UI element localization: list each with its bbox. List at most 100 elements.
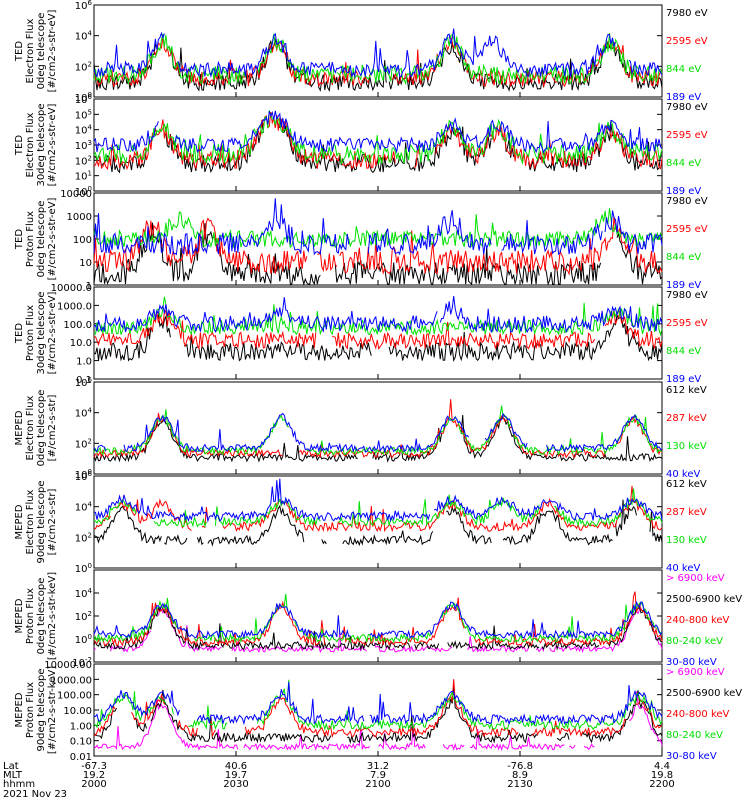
legend-entry: 7980 eV	[666, 8, 708, 19]
legend-entry: 2595 eV	[666, 318, 708, 329]
series-red-trace	[93, 679, 663, 739]
x-tick-label-mlt: 19.8	[651, 770, 673, 781]
legend-entry: 2500-6900 keV	[666, 594, 742, 605]
y-axis-label: MEPEDElectron Flux0deg telescope[#/cm2-s…	[14, 390, 58, 467]
series-black-trace	[93, 499, 663, 547]
y-tick-label: 104	[75, 30, 93, 43]
y-tick-label: 102	[75, 531, 92, 544]
y-tick-label: 1000.0	[57, 301, 92, 312]
x-tick-label-mlt: 19.2	[83, 770, 105, 781]
panel-frame	[93, 569, 663, 663]
x-tick-label-hhmm: 2000	[81, 779, 106, 790]
legend-entry: 844 eV	[666, 252, 701, 263]
y-tick-label: 100	[75, 562, 92, 575]
legend-entry: 30-80 keV	[666, 751, 717, 762]
x-tick-label-mlt: 8.9	[512, 770, 528, 781]
y-tick-label: 10000	[60, 189, 92, 200]
y-axis-label: MEPEDProton Flux90deg telescope[#/cm2-s-…	[14, 666, 58, 754]
y-tick-label: 106	[75, 0, 93, 12]
series-black-trace	[93, 684, 663, 745]
legend-entry: 80-240 keV	[666, 730, 723, 741]
y-tick-label: 1.00	[70, 721, 92, 732]
y-tick-label: 0.1	[76, 375, 92, 386]
y-tick-label: 0.01	[70, 752, 92, 763]
legend-entry: 40 keV	[666, 563, 700, 574]
series-green-trace	[93, 208, 663, 249]
legend-entry: 612 keV	[666, 385, 707, 396]
y-tick-label: 100	[73, 235, 92, 246]
series-red-trace	[93, 309, 663, 351]
legend-entry: 2595 eV	[666, 130, 708, 141]
legend-entry: 189 eV	[666, 92, 701, 103]
series-green-trace	[93, 32, 663, 86]
series-blue-trace	[93, 478, 663, 523]
panel-8: 0.01 0.10 1.00 10.00 100.00 1000.00 10000.00ME…	[14, 660, 742, 763]
y-tick-label: 103	[75, 139, 92, 152]
series-green-trace	[93, 679, 663, 731]
series-blue-trace	[93, 110, 663, 154]
y-axis-label: MEPEDProton Flux0deg telescope[#/cm2-s-s…	[14, 572, 58, 660]
legend-entry: 30-80 keV	[666, 657, 717, 668]
legend-entry: 130 keV	[666, 441, 707, 452]
x-row-label-lat: Lat	[3, 761, 19, 772]
series-black-trace	[93, 313, 663, 363]
panel-frame	[93, 381, 663, 475]
y-tick-label: 104	[75, 501, 93, 514]
y-tick-label: 0.10	[70, 737, 92, 748]
y-tick-label: 106	[75, 93, 93, 106]
y-tick-label: 102	[75, 154, 92, 167]
series-blue-trace	[93, 296, 663, 334]
y-tick-label: 100.00	[57, 691, 92, 702]
series-black-trace	[93, 414, 663, 463]
legend-entry: 612 keV	[666, 479, 707, 490]
x-tick-label-hhmm: 2130	[507, 779, 532, 790]
y-tick-label: 102	[75, 60, 92, 73]
legend-entry: 240-800 keV	[666, 709, 730, 720]
y-axis-label: MEPEDElectron Flux90deg telescope[#/cm2-…	[14, 480, 58, 563]
y-tick-label: 102	[75, 437, 92, 450]
x-tick-label-mlt: 7.9	[370, 770, 386, 781]
y-tick-label: 1000.00	[51, 675, 92, 686]
series-blue-trace	[93, 412, 663, 454]
series-red-trace	[93, 485, 663, 533]
series-black-trace	[93, 119, 663, 174]
y-tick-label: 104	[75, 587, 93, 600]
y-tick-label: 102	[75, 610, 92, 623]
legend-entry: 2500-6900 keV	[666, 688, 742, 699]
y-tick-label: 1	[86, 281, 92, 292]
y-axis-label: TEDElectron Flux30deg telescope[#/cm2-s-…	[14, 103, 58, 186]
series-blue-trace	[93, 600, 663, 640]
y-tick-label: 10	[79, 258, 92, 269]
legend-entry: 189 eV	[666, 280, 701, 291]
legend-entry: 40 keV	[666, 469, 700, 480]
y-tick-label: 105	[75, 108, 92, 121]
series-green-trace	[93, 488, 663, 528]
legend-entry: 7980 eV	[666, 196, 708, 207]
x-tick-label-lat: -76.8	[507, 761, 533, 772]
legend-entry: 189 eV	[666, 186, 701, 197]
y-tick-label: 101	[75, 170, 92, 183]
series-red-trace	[93, 36, 663, 88]
x-row-label-mlt: MLT	[3, 770, 23, 781]
x-tick-label-lat: 40.6	[225, 761, 247, 772]
y-tick-label: 100	[75, 633, 92, 646]
y-tick-label: 104	[75, 124, 93, 137]
series-magenta-trace	[93, 691, 663, 752]
y-tick-label: 10.0	[70, 338, 92, 349]
y-axis-label: TEDProton Flux30deg telescope[#/cm2-s-st…	[14, 291, 58, 374]
x-date-label: 2021 Nov 23	[3, 789, 67, 800]
x-tick-label-lat: -67.3	[81, 761, 107, 772]
y-tick-label: 1000	[67, 212, 92, 223]
y-tick-label: 1.0	[76, 357, 92, 368]
y-tick-label: 100.0	[63, 320, 92, 331]
legend-entry: 844 eV	[666, 158, 701, 169]
legend-entry: 2595 eV	[666, 224, 708, 235]
legend-entry: 80-240 keV	[666, 636, 723, 647]
x-tick-label-hhmm: 2100	[365, 779, 390, 790]
